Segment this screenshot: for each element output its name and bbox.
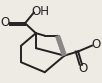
Text: O: O bbox=[92, 38, 101, 51]
Text: OH: OH bbox=[31, 5, 49, 18]
Text: O: O bbox=[78, 62, 88, 75]
Text: O: O bbox=[0, 16, 10, 29]
